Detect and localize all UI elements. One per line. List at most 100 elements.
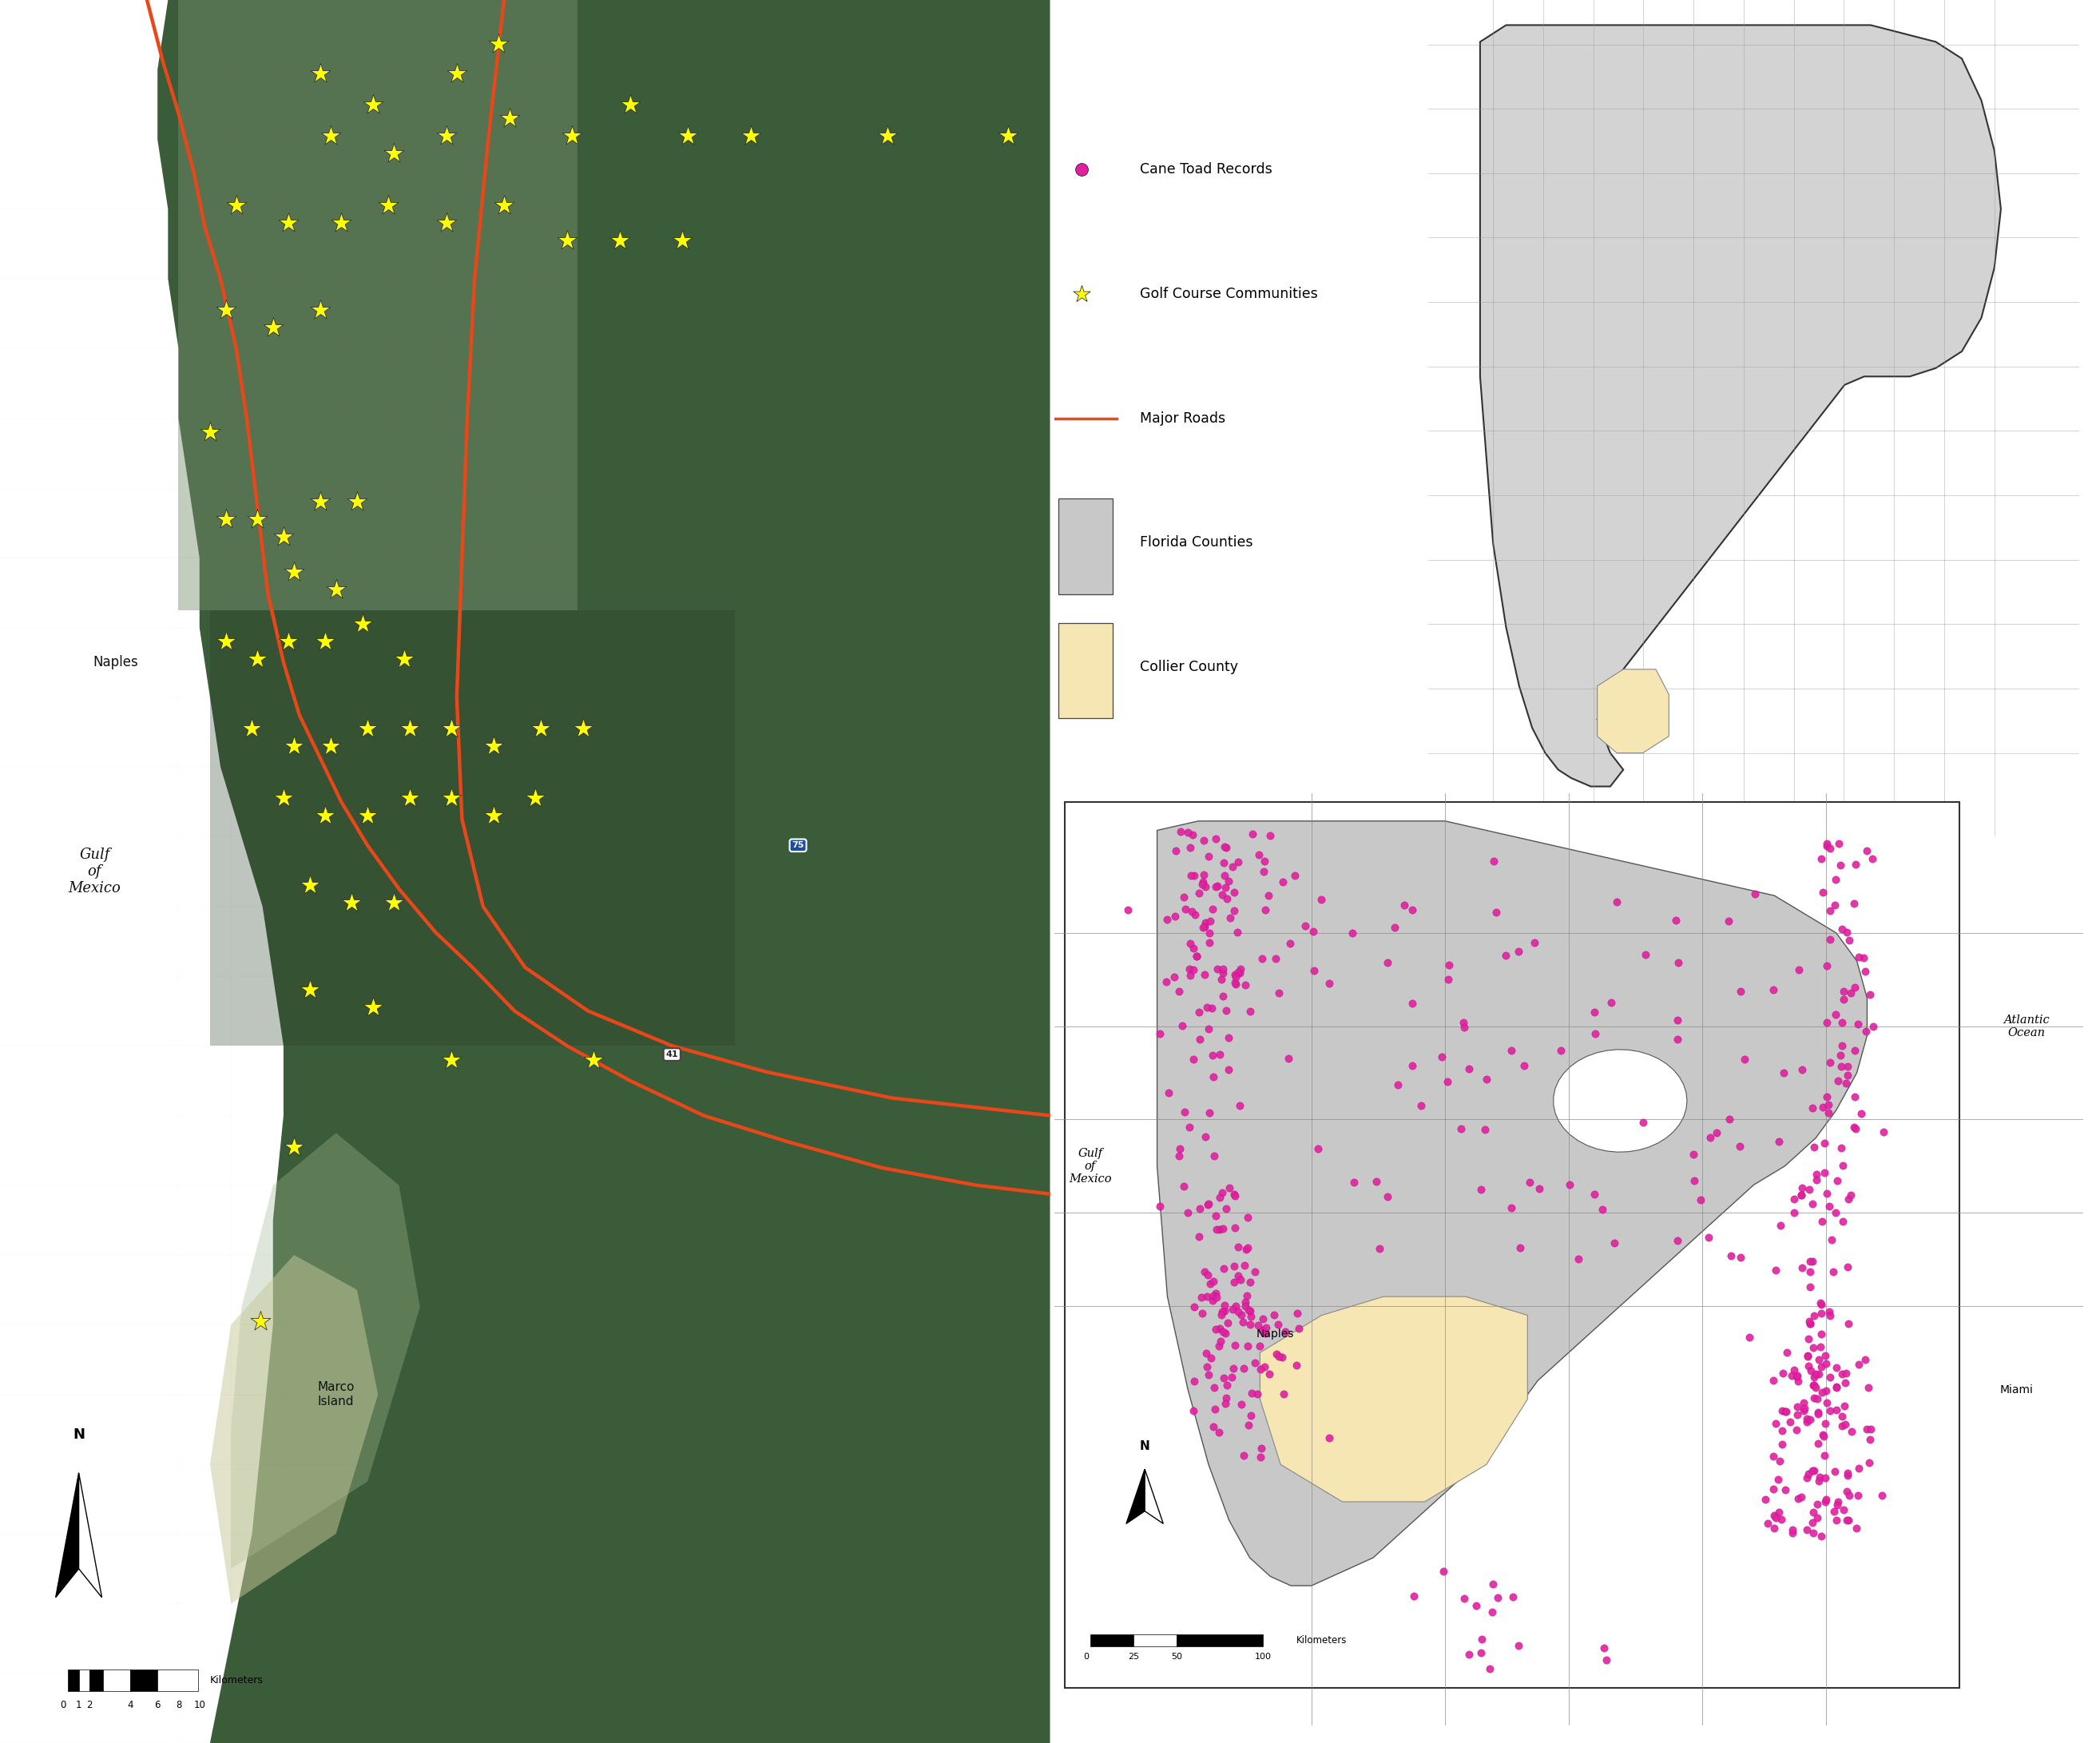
Point xyxy=(1224,955,1258,983)
Point xyxy=(1235,1379,1268,1407)
Point xyxy=(1197,1142,1231,1170)
Point xyxy=(1798,1457,1831,1485)
Point xyxy=(1562,1245,1596,1272)
Point xyxy=(1296,917,1329,945)
Point xyxy=(672,122,706,150)
Point xyxy=(1466,1624,1499,1652)
Point xyxy=(1833,1182,1867,1210)
Point xyxy=(1210,997,1243,1025)
Text: Golf Course Communities: Golf Course Communities xyxy=(1140,286,1317,302)
Point xyxy=(1476,847,1510,875)
Point xyxy=(1172,1199,1205,1227)
Point xyxy=(1218,960,1252,988)
Point xyxy=(1189,1257,1222,1285)
Text: 2: 2 xyxy=(86,1699,92,1710)
Point xyxy=(1848,957,1882,985)
Point xyxy=(1808,1159,1842,1187)
Point xyxy=(1787,1396,1821,1424)
Point xyxy=(1802,1429,1835,1457)
Point xyxy=(1502,938,1535,966)
Polygon shape xyxy=(1144,1469,1163,1523)
Point xyxy=(1781,1361,1814,1389)
Point xyxy=(1224,1300,1258,1328)
Point xyxy=(273,209,307,237)
Point xyxy=(1791,1351,1825,1379)
Point xyxy=(1793,1272,1827,1300)
Point xyxy=(1222,847,1256,875)
Point xyxy=(1791,1175,1825,1203)
Point xyxy=(1827,978,1861,1006)
Point xyxy=(1371,948,1405,976)
Point xyxy=(1197,1063,1231,1091)
Point xyxy=(1781,1401,1814,1429)
Text: 6: 6 xyxy=(155,1699,160,1710)
Point xyxy=(1208,833,1241,861)
Point xyxy=(1806,1421,1840,1448)
Point xyxy=(235,715,269,743)
Point xyxy=(1180,943,1214,971)
Point xyxy=(1819,1353,1852,1380)
Point xyxy=(1189,873,1222,901)
Point xyxy=(1464,1638,1497,1666)
Point xyxy=(1838,1114,1871,1142)
Text: Gulf
of
Mexico: Gulf of Mexico xyxy=(67,847,122,896)
Point xyxy=(1250,1314,1283,1342)
Point xyxy=(1191,1353,1224,1380)
Point xyxy=(1233,997,1266,1025)
Point xyxy=(1838,891,1871,919)
Point xyxy=(1201,1332,1235,1360)
Point xyxy=(1802,1346,1835,1373)
Point xyxy=(1497,1583,1531,1611)
Point xyxy=(1798,1133,1831,1161)
Point xyxy=(1176,1396,1210,1424)
Point xyxy=(210,505,244,533)
Point xyxy=(1787,1394,1821,1422)
Point xyxy=(1189,1340,1222,1368)
Point xyxy=(1785,1175,1819,1203)
Point xyxy=(1205,1215,1239,1243)
Point xyxy=(1808,1410,1842,1438)
Point xyxy=(1176,1046,1210,1074)
Point xyxy=(1289,912,1323,939)
Point xyxy=(1203,1326,1237,1354)
Point xyxy=(435,784,468,812)
Point xyxy=(1203,1183,1237,1211)
Point xyxy=(1153,1079,1186,1107)
Point xyxy=(1279,1351,1312,1379)
Point xyxy=(1247,1353,1281,1380)
Point xyxy=(1796,1499,1829,1527)
Point xyxy=(666,227,699,254)
Text: Miami: Miami xyxy=(1999,1384,2033,1396)
Text: Kilometers: Kilometers xyxy=(210,1675,262,1685)
Point xyxy=(1180,941,1214,969)
Point xyxy=(603,227,636,254)
Point xyxy=(277,732,311,760)
Point xyxy=(1762,1499,1795,1527)
Point xyxy=(1231,1332,1264,1360)
Point xyxy=(1281,1300,1315,1328)
Point xyxy=(1867,1117,1900,1145)
Point xyxy=(1195,1286,1228,1314)
Point xyxy=(1193,929,1226,957)
Point xyxy=(309,802,342,830)
Point xyxy=(1168,884,1201,912)
Bar xyxy=(1065,802,1959,1689)
Point xyxy=(1816,1497,1850,1525)
Point xyxy=(1199,873,1233,901)
Point xyxy=(1831,1309,1865,1337)
Point xyxy=(1243,1332,1277,1360)
Bar xyxy=(1090,1635,1134,1647)
Point xyxy=(1800,1166,1833,1194)
Point xyxy=(1212,1025,1245,1053)
Point xyxy=(1831,1253,1865,1281)
Point xyxy=(1205,959,1239,987)
Point xyxy=(1208,861,1241,889)
Bar xyxy=(1176,1635,1262,1647)
Point xyxy=(315,732,349,760)
Point xyxy=(1693,1224,1726,1251)
Point xyxy=(1201,955,1235,983)
Point xyxy=(1203,1419,1237,1447)
Point xyxy=(1476,1570,1510,1598)
Point xyxy=(1197,1412,1231,1440)
Point xyxy=(1722,1133,1756,1161)
